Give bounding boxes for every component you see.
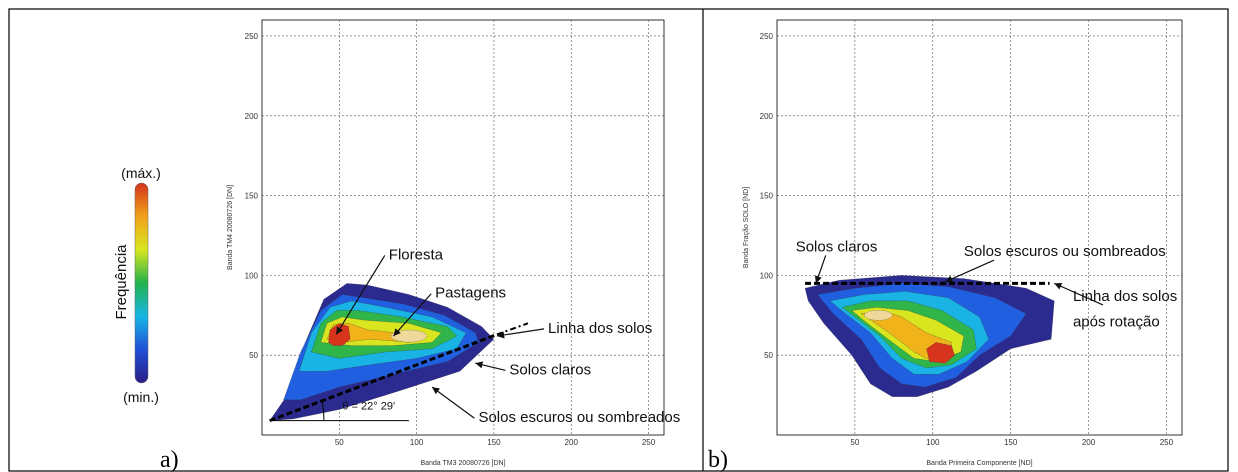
panel-a-contour-6 (328, 323, 351, 346)
y-tick-label: 200 (245, 112, 259, 121)
colorbar-title: Frequência (113, 244, 130, 320)
figure-frame (8, 8, 1229, 472)
panel-a-annotation-arrow (335, 255, 386, 335)
panel-b-secondary-peak (864, 310, 893, 321)
panel-a-annotation: Linha dos solos (548, 320, 652, 337)
panel-b-annotation-arrow (1054, 282, 1104, 306)
y-tick-label: 50 (764, 351, 773, 360)
panel-a-annotation: Solos claros (509, 361, 591, 378)
panel-b: 50 100 150 200 250 50 100 150 200 250 Banda Primei… (743, 19, 1183, 467)
x-tick-label: 100 (410, 438, 424, 447)
colorbar-gradient (134, 182, 149, 384)
panel-b-annotation-arrow (814, 255, 827, 284)
x-tick-label: 50 (850, 438, 859, 447)
panel-a-annotation-arrow (431, 386, 475, 419)
y-tick-label: 200 (760, 112, 774, 121)
x-tick-label: 50 (335, 438, 344, 447)
panel-a-annotation: Pastagens (435, 285, 506, 302)
panel-a-annotation-arrow (392, 293, 432, 337)
y-tick-label: 50 (249, 351, 258, 360)
panel-b-annotation: após rotação (1073, 313, 1160, 330)
panel-a-angle-arc (321, 401, 325, 421)
panel-b-annotation: Solos escuros ou sombreados (964, 243, 1166, 260)
colorbar: (máx.) (min.) Frequência (113, 165, 161, 405)
panel-a: 50 100 150 200 250 50 100 150 200 250 Banda TM3 20… (227, 19, 680, 467)
panel-b-annotation: Solos claros (796, 238, 878, 255)
y-tick-label: 250 (760, 32, 774, 41)
x-axis-label: Banda Primeira Componente [ND] (926, 460, 1032, 467)
panel-b-label: b) (708, 447, 728, 472)
y-tick-label: 250 (245, 32, 259, 41)
panel-b-contour-6 (926, 342, 955, 364)
panel-a-angle-label: θ = 22° 29' (342, 400, 395, 412)
y-tick-label: 100 (245, 271, 259, 280)
x-tick-label: 150 (1004, 438, 1018, 447)
panel-a-secondary-peak (390, 329, 428, 343)
panel-a-annotation: Floresta (389, 246, 444, 263)
plot-area-b (776, 19, 1183, 436)
x-tick-label: 150 (487, 438, 501, 447)
panel-a-annotation-arrow (475, 361, 506, 371)
y-axis-label: Banda TM4 20080726 [DN] (227, 185, 234, 270)
panel-a-annotation: Solos escuros ou sombreados (478, 409, 680, 426)
colorbar-max-label: (máx.) (121, 165, 161, 181)
panel-a-label: a) (160, 447, 179, 472)
x-tick-label: 250 (1160, 438, 1174, 447)
colorbar-min-label: (min.) (123, 389, 159, 405)
panel-b-annotation: Linha dos solos (1073, 288, 1177, 305)
y-tick-label: 150 (760, 192, 774, 201)
x-tick-label: 200 (565, 438, 579, 447)
y-tick-label: 100 (760, 271, 774, 280)
panel-a-soil-line (269, 333, 498, 423)
x-tick-label: 100 (926, 438, 940, 447)
y-axis-label: Banda Fração SOLO [ND] (743, 187, 750, 268)
panel-b-annotation-arrow (944, 259, 995, 283)
panel-a-annotation-arrow (496, 328, 545, 339)
x-axis-label: Banda TM3 20080726 [DN] (420, 460, 505, 467)
x-tick-label: 200 (1082, 438, 1096, 447)
y-tick-label: 150 (245, 192, 259, 201)
x-tick-label: 250 (642, 438, 656, 447)
